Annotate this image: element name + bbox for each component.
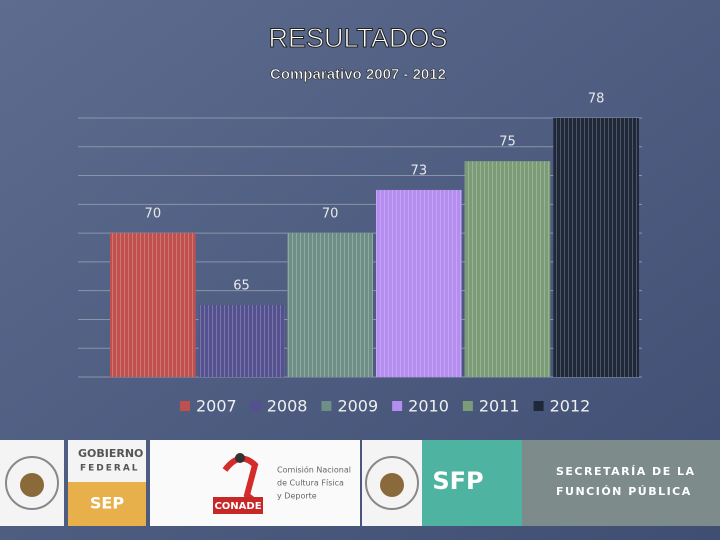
bar-texture xyxy=(464,161,551,377)
legend-swatch xyxy=(392,401,403,411)
legend-label: 2010 xyxy=(408,397,449,416)
bar-texture xyxy=(110,233,196,377)
gobierno-panel xyxy=(68,440,146,482)
seal-eagle xyxy=(20,473,44,497)
data-label: 65 xyxy=(233,279,250,294)
seal-eagle xyxy=(380,473,404,497)
conade-badge xyxy=(213,497,263,514)
bar-texture xyxy=(287,233,373,377)
legend-swatch xyxy=(533,401,544,411)
seal xyxy=(5,456,59,510)
legend-swatch xyxy=(250,401,261,411)
secretaria-text: FUNCIÓN PÚBLICA xyxy=(556,485,692,498)
sep-panel xyxy=(68,482,146,526)
chart-title: RESULTADOS xyxy=(268,23,447,53)
bar-texture xyxy=(376,189,462,377)
legend-label: 2008 xyxy=(267,397,308,416)
sfp-panel xyxy=(422,440,522,526)
bar-texture xyxy=(198,305,285,377)
plot: 70 65 70 73 75 78 xyxy=(78,92,642,378)
data-label: 70 xyxy=(145,207,162,222)
bar-texture xyxy=(553,118,639,377)
legend: 2007 2008 2009 2010 2011 2012 xyxy=(180,397,590,416)
legend-swatch xyxy=(321,401,332,411)
secretaria-text: SECRETARÍA DE LA xyxy=(556,465,696,478)
legend-label: 2012 xyxy=(550,397,591,416)
conade-name: Comisión Nacional xyxy=(277,465,351,475)
data-label: 70 xyxy=(322,207,339,222)
conade-name: y Deporte xyxy=(277,492,317,501)
secretaria-panel xyxy=(522,440,720,526)
gobierno-text: GOBIERNO xyxy=(78,447,143,460)
footer: GOBIERNO FEDERAL SEP CONADE Comisión Nac… xyxy=(0,440,720,526)
legend-label: 2009 xyxy=(337,397,378,416)
data-label: 73 xyxy=(411,163,428,178)
chart-subtitle: Comparativo 2007 - 2012 xyxy=(270,66,446,83)
federal-text: FEDERAL xyxy=(80,464,140,474)
sfp-text: SFP xyxy=(432,467,483,495)
data-label: 75 xyxy=(499,135,516,150)
seal xyxy=(365,456,419,510)
legend-label: 2007 xyxy=(196,397,237,416)
legend-swatch xyxy=(180,401,190,411)
sep-text: SEP xyxy=(90,494,124,513)
data-label: 78 xyxy=(588,92,605,107)
conade-name: de Cultura Física xyxy=(277,479,344,488)
legend-label: 2011 xyxy=(479,397,520,416)
conade-text: CONADE xyxy=(214,501,261,512)
conade-head xyxy=(235,453,245,463)
legend-swatch xyxy=(462,401,473,411)
